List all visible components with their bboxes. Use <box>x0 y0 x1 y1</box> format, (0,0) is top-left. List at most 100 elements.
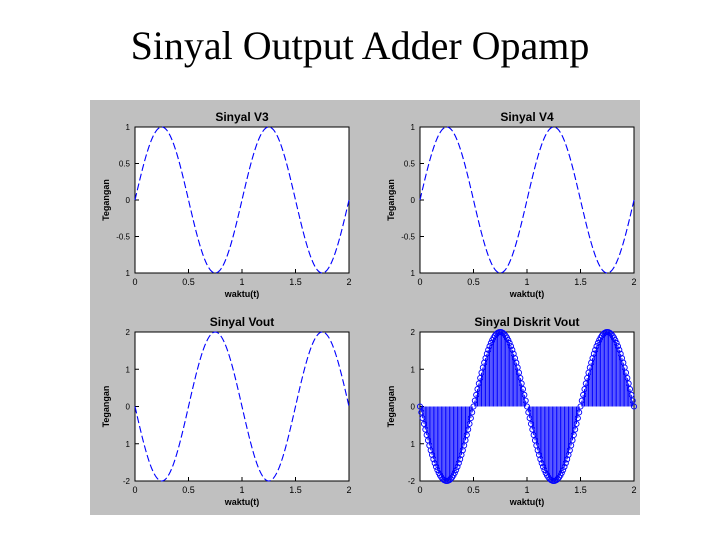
panel-2-ytick-label: 0.5 <box>404 160 416 169</box>
panel-1-ytick-label: 0 <box>126 196 131 205</box>
panel-4-stem-marker <box>625 380 632 387</box>
panel-4-xtick-label: 0.5 <box>467 485 480 495</box>
panel-3-series-line <box>134 331 350 482</box>
panel-4-stem-marker <box>463 431 470 439</box>
panel-1-ytick-label: 1 <box>126 123 131 132</box>
panel-3-ytick-label: 1 <box>126 365 131 374</box>
panel-1-ytick-label: 0.5 <box>119 160 131 169</box>
panel-4-xlabel: waktu(t) <box>509 497 545 507</box>
panel-4-stem-marker <box>616 346 623 353</box>
panel-4-stem-marker <box>506 339 513 347</box>
panel-3-ytick-label: 2 <box>126 328 131 337</box>
panel-2-ytick-label: 1 <box>411 269 416 278</box>
panel-1-title: Sinyal V3 <box>215 110 269 124</box>
panel-4-stem-marker <box>614 343 622 350</box>
panel-4-stem-marker <box>561 463 568 470</box>
panel-3-xtick-label: 2 <box>346 485 351 495</box>
figure-canvas: Sinyal V3 0 0.5 1 1.5 2 1 0.5 0 -0.5 1 waktu(t) Tega… <box>90 100 640 515</box>
panel-3-xtick-label: 1.5 <box>289 485 302 495</box>
panel-4-stem-marker <box>518 380 525 387</box>
panel-2-ylabel: Tegangan <box>386 179 396 221</box>
panel-4-stem-marker <box>576 409 583 416</box>
panel-3-ytick-label: 0 <box>126 403 131 412</box>
panel-1-xtick-label: 2 <box>346 277 351 287</box>
panel-4-stem-marker <box>451 469 458 476</box>
panel-2-ytick-label: -0.5 <box>401 233 415 242</box>
panel-4-stem-marker <box>521 391 528 398</box>
panel-4-stem-marker <box>560 466 567 474</box>
panel-4-stem-marker <box>629 397 636 404</box>
panel-4-stem-marker <box>507 343 515 350</box>
panel-2-ytick-label: 1 <box>411 123 416 132</box>
panel-4-stem-marker <box>465 426 472 433</box>
panel-4-stem-marker <box>613 339 620 347</box>
panel-4-stem-marker <box>469 409 476 416</box>
panel-4-xtick-label: 1.5 <box>574 485 587 495</box>
panel-1-xtick-label: 0.5 <box>182 277 195 287</box>
panel-4-title: Sinyal Diskrit Vout <box>474 315 579 329</box>
panel-4-stem-marker <box>558 469 565 476</box>
panel-4-stem-marker <box>519 386 527 393</box>
panel-1-xtick-label: 1 <box>239 277 244 287</box>
panel-2-series-line <box>419 126 635 274</box>
panel-3-ylabel: Tegangan <box>101 386 111 428</box>
panel-4-xtick-label: 2 <box>631 485 636 495</box>
panel-4-stem-marker <box>455 460 462 467</box>
panel-4-stem-marker <box>453 466 460 474</box>
panel-3-xlabel: waktu(t) <box>224 497 260 507</box>
panel-2-xtick-label: 1.5 <box>574 277 587 287</box>
panel-4-stem-marker <box>626 386 634 393</box>
panel-1-xtick-label: 1.5 <box>289 277 302 287</box>
panel-3-ytick-label: -2 <box>123 477 131 486</box>
panel-4-stem-marker <box>522 397 529 404</box>
panel-1-xlabel: waktu(t) <box>224 289 260 299</box>
panel-4-stem-marker <box>628 391 635 398</box>
panel-2-xtick-label: 1 <box>524 277 529 287</box>
panel-3-xtick-label: 0.5 <box>182 485 195 495</box>
panel-2-xlabel: waktu(t) <box>509 289 545 299</box>
panel-1-ytick-label: -0.5 <box>116 233 130 242</box>
panel-4-xtick-label: 1 <box>524 485 529 495</box>
panel-4-ytick-label: 1 <box>411 365 416 374</box>
panel-4-ytick-label: 0 <box>411 403 416 412</box>
panel-2-xtick-label: 2 <box>631 277 636 287</box>
panel-3-xtick-label: 0 <box>132 485 137 495</box>
panel-2-ytick-label: 0 <box>411 196 416 205</box>
panel-4-stem-marker <box>517 374 524 382</box>
panel-4-stem-marker <box>624 374 631 382</box>
panel-4-stem-marker <box>570 431 577 439</box>
panel-1-xtick-label: 0 <box>132 277 137 287</box>
panel-1-series-line <box>134 126 350 274</box>
panel-4-stem-marker <box>617 350 624 357</box>
panel-4-xtick-label: 0 <box>417 485 422 495</box>
slide-title: Sinyal Output Adder Opamp <box>130 23 590 68</box>
panel-4-stem-marker <box>466 420 473 427</box>
panel-4-stem-marker <box>573 420 580 427</box>
panel-4-stem-marker <box>454 463 461 470</box>
panel-2-axes <box>419 126 635 274</box>
panel-4-ylabel: Tegangan <box>386 386 396 428</box>
matlab-figure: Sinyal V3 0 0.5 1 1.5 2 1 0.5 0 -0.5 1 waktu(t) Tega… <box>90 100 640 515</box>
panel-2-title: Sinyal V4 <box>500 110 554 124</box>
panel-4-stem-marker <box>467 415 474 422</box>
panel-4-ytick-label: 1 <box>411 440 416 449</box>
panel-2-xtick-label: 0.5 <box>467 277 480 287</box>
panel-1-axes <box>134 126 350 274</box>
panel-4-stem-marker <box>457 456 464 463</box>
panel-2-xtick-label: 0 <box>417 277 422 287</box>
panel-4-ytick-label: -2 <box>408 477 416 486</box>
panel-3-xtick-label: 1 <box>239 485 244 495</box>
panel-4-ytick-label: 2 <box>411 328 416 337</box>
panel-4-stem-marker <box>562 460 569 467</box>
panel-1-ytick-label: 1 <box>126 269 131 278</box>
panel-1-ylabel: Tegangan <box>101 179 111 221</box>
panel-4-stem-marker <box>510 350 517 357</box>
panel-4-stem-marker <box>630 403 638 410</box>
panel-4-stem-marker <box>612 337 619 344</box>
panel-4-stem-marker <box>505 337 512 344</box>
panel-4-stem-marker <box>574 415 581 422</box>
panel-4-stem-marker <box>564 456 571 463</box>
panel-3-ytick-label: 1 <box>126 440 131 449</box>
panel-3-title: Sinyal Vout <box>210 315 274 329</box>
panel-4-stem-marker <box>572 426 579 433</box>
